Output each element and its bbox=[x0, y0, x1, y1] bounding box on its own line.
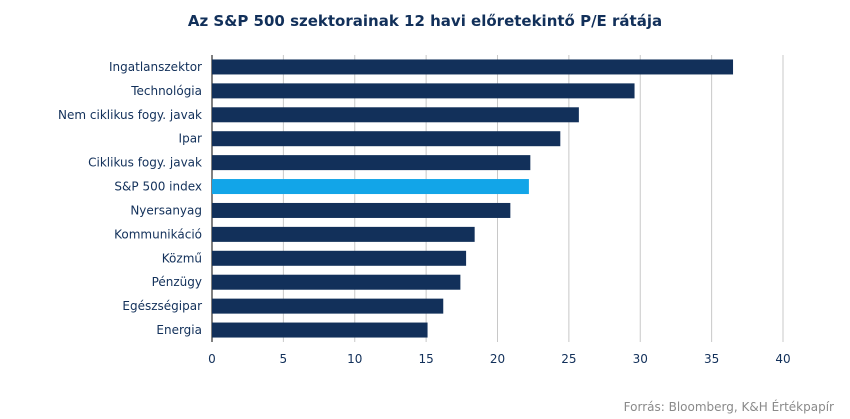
category-label: Egészségipar bbox=[122, 299, 202, 313]
category-label: Ciklikus fogy. javak bbox=[88, 156, 202, 170]
x-tick-label: 35 bbox=[704, 352, 719, 366]
x-tick-label: 5 bbox=[280, 352, 288, 366]
category-label: Közmű bbox=[162, 251, 202, 265]
x-tick-label: 40 bbox=[775, 352, 790, 366]
chart-title: Az S&P 500 szektorainak 12 havi előretek… bbox=[187, 12, 663, 30]
x-tick-label: 20 bbox=[490, 352, 505, 366]
x-tick-label: 25 bbox=[561, 352, 576, 366]
bar bbox=[212, 83, 635, 99]
x-tick-label: 0 bbox=[208, 352, 216, 366]
bar bbox=[212, 179, 529, 195]
bar bbox=[212, 202, 511, 218]
source-note: Forrás: Bloomberg, K&H Értékpapír bbox=[623, 400, 834, 414]
category-label: Nyersanyag bbox=[130, 203, 202, 217]
x-tick-label: 30 bbox=[633, 352, 648, 366]
x-axis-ticks: 0 5 10 15 20 25 30 35 40 bbox=[208, 352, 790, 366]
category-labels: Ingatlanszektor Technológia Nem ciklikus f… bbox=[58, 60, 202, 337]
bar bbox=[212, 226, 475, 242]
bar bbox=[212, 250, 467, 266]
bar bbox=[212, 298, 444, 314]
bar bbox=[212, 274, 461, 290]
gridlines bbox=[211, 55, 784, 342]
bar bbox=[212, 131, 561, 147]
bar bbox=[212, 155, 531, 171]
category-label: S&P 500 index bbox=[114, 180, 202, 194]
category-label: Nem ciklikus fogy. javak bbox=[58, 108, 202, 122]
category-label: Pénzügy bbox=[152, 275, 202, 289]
category-label: Ingatlanszektor bbox=[109, 60, 202, 74]
bar bbox=[212, 59, 734, 75]
category-label: Technológia bbox=[130, 84, 202, 98]
bars bbox=[212, 59, 734, 338]
category-label: Ipar bbox=[179, 132, 203, 146]
category-label: Kommunikáció bbox=[114, 227, 202, 241]
category-label: Energia bbox=[156, 323, 202, 337]
bar bbox=[212, 322, 428, 338]
x-tick-label: 15 bbox=[418, 352, 433, 366]
bar bbox=[212, 107, 579, 123]
x-tick-label: 10 bbox=[347, 352, 362, 366]
